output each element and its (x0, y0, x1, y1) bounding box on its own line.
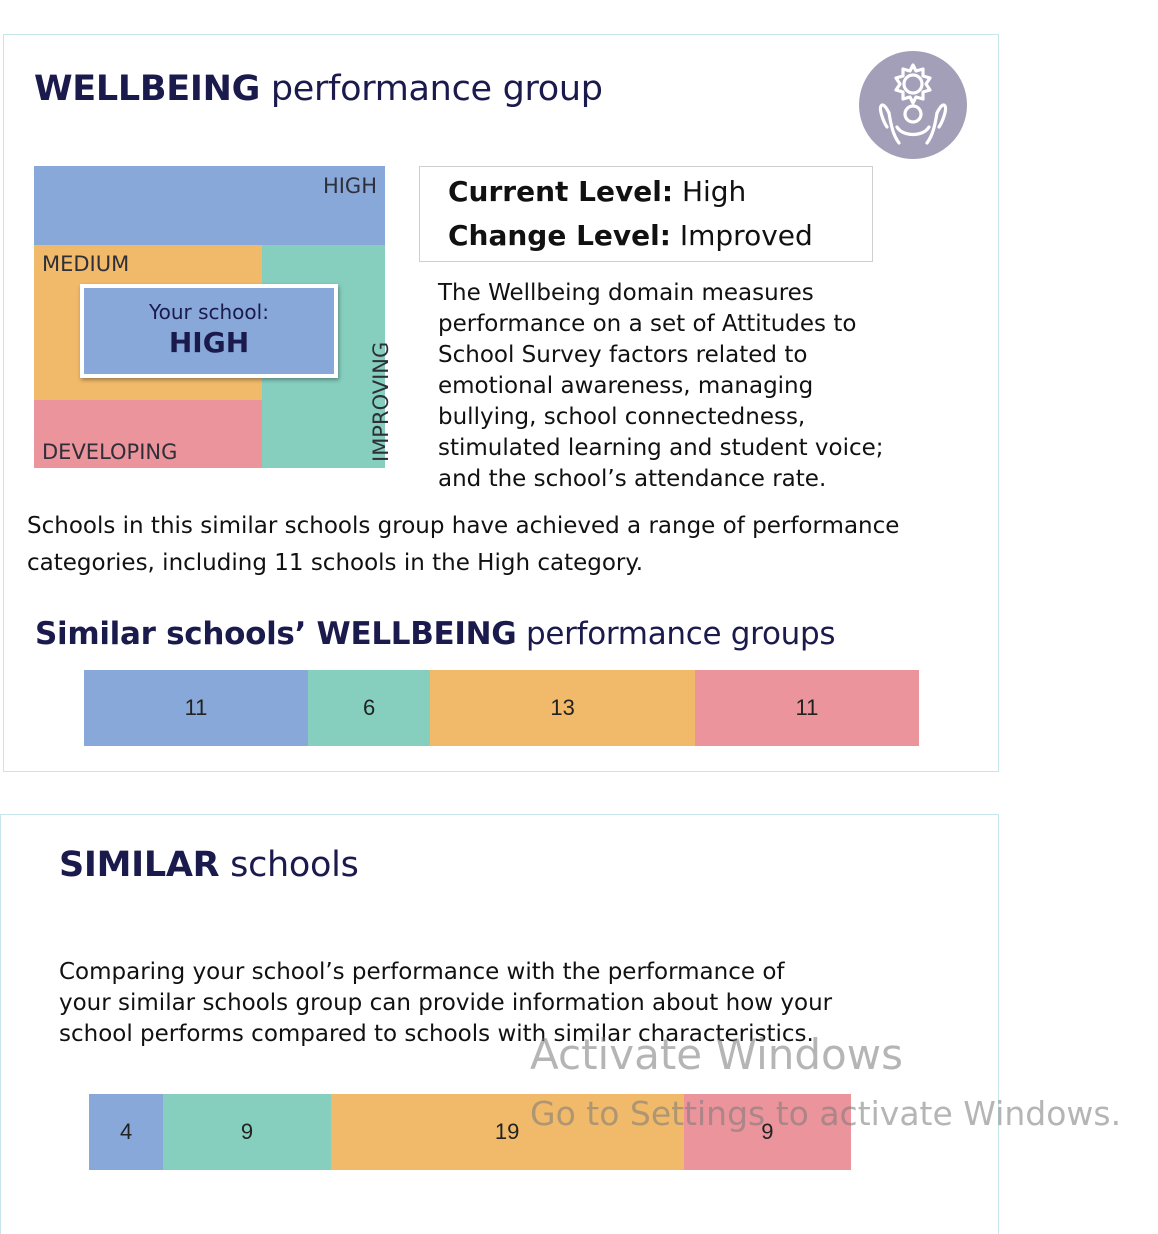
similar-bar-segment-improving: 9 (163, 1094, 331, 1170)
wellbeing-summary-line: categories, including 11 schools in the … (27, 550, 644, 576)
matrix-medium-label: MEDIUM (42, 252, 130, 276)
wellbeing-description-line: performance on a set of Attitudes to (438, 311, 857, 337)
wellbeing-title: WELLBEING performance group (34, 69, 603, 109)
similar-description-line: your similar schools group can provide i… (59, 990, 833, 1016)
wellbeing-description-line: bullying, school connectedness, (438, 404, 806, 430)
groups-title: Similar schools’ WELLBEING performance g… (35, 616, 835, 652)
your-school-value: HIGH (168, 326, 250, 359)
wellbeing-title-rest: performance group (270, 69, 603, 109)
wellbeing-description-line: emotional awareness, managing (438, 373, 814, 399)
activate-windows-subtitle: Go to Settings to activate Windows. (530, 1094, 1122, 1133)
similar-title-rest: schools (230, 845, 359, 885)
similar-bar-segment-high: 4 (89, 1094, 164, 1170)
current-level-row: Current Level: High (448, 175, 746, 208)
your-school-box: Your school: HIGH (80, 284, 338, 378)
wellbeing-description: The Wellbeing domain measures performanc… (438, 278, 884, 495)
similar-description-line: school performs compared to schools with… (59, 1021, 814, 1047)
wellbeing-description-line: The Wellbeing domain measures (438, 280, 814, 306)
groups-title-bold: Similar schools’ WELLBEING (35, 616, 517, 652)
change-level-row: Change Level: Improved (448, 219, 813, 252)
wellbeing-person-gear-icon (859, 51, 967, 159)
wellbeing-panel: WELLBEING performance group HIGH MEDIUM … (3, 34, 999, 772)
wellbeing-description-line: stimulated learning and student voice; (438, 435, 884, 461)
your-school-caption: Your school: (149, 300, 269, 324)
wellbeing-bar-segment-high: 11 (84, 670, 309, 746)
wellbeing-groups-bar: 11 6 13 11 (84, 670, 919, 746)
similar-title: SIMILAR schools (59, 845, 359, 885)
change-level-value: Improved (679, 219, 813, 252)
activate-windows-title: Activate Windows (530, 1030, 903, 1079)
wellbeing-description-line: School Survey factors related to (438, 342, 808, 368)
similar-bar-segment-developing: 9 (683, 1094, 851, 1170)
performance-matrix: HIGH MEDIUM DEVELOPING IMPROVING Your sc… (34, 166, 393, 468)
similar-panel: SIMILAR schools Comparing your school’s … (0, 814, 999, 1234)
levels-box: Current Level: High Change Level: Improv… (419, 166, 873, 262)
groups-title-rest: performance groups (526, 616, 836, 652)
current-level-key: Current Level: (448, 175, 674, 208)
matrix-developing-zone (34, 400, 262, 468)
wellbeing-description-line: and the school’s attendance rate. (438, 466, 827, 492)
matrix-developing-label: DEVELOPING (42, 440, 178, 464)
wellbeing-summary-line: Schools in this similar schools group ha… (27, 513, 900, 539)
matrix-improving-label: IMPROVING (369, 341, 393, 462)
current-level-value: High (681, 175, 747, 208)
change-level-key: Change Level: (448, 219, 671, 252)
similar-groups-bar: 4 9 19 9 (89, 1094, 851, 1170)
wellbeing-summary: Schools in this similar schools group ha… (27, 508, 899, 582)
matrix-high-zone (34, 166, 385, 245)
wellbeing-bar-segment-improving: 6 (308, 670, 431, 746)
wellbeing-bar-segment-medium: 13 (430, 670, 695, 746)
matrix-high-label: HIGH (322, 174, 377, 198)
similar-description: Comparing your school’s performance with… (59, 957, 832, 1050)
similar-description-line: Comparing your school’s performance with… (59, 959, 785, 985)
wellbeing-bar-segment-developing: 11 (694, 670, 919, 746)
similar-bar-segment-medium: 19 (330, 1094, 684, 1170)
wellbeing-title-bold: WELLBEING (34, 69, 261, 109)
similar-title-bold: SIMILAR (59, 845, 220, 885)
